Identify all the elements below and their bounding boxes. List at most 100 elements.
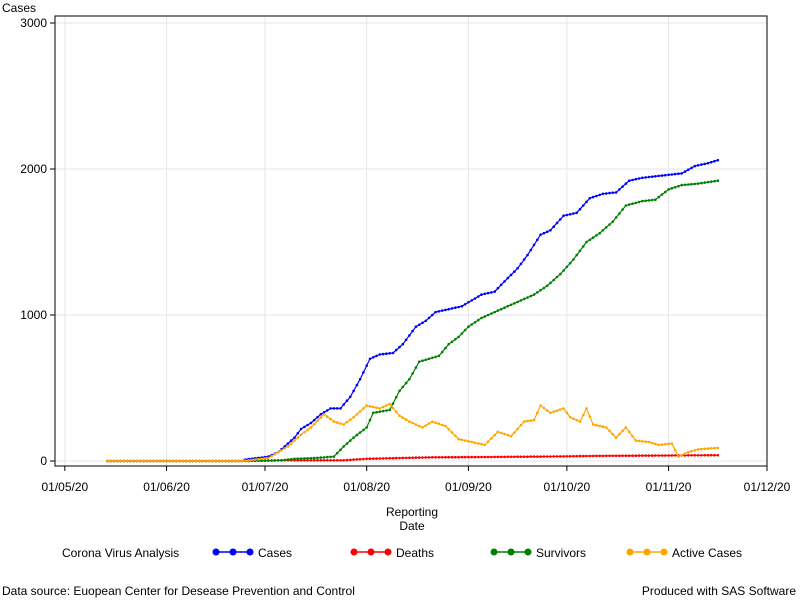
series-marker (329, 417, 332, 421)
series-marker (687, 168, 690, 171)
series-marker (549, 411, 552, 415)
series-marker (109, 459, 113, 463)
series-marker (303, 459, 306, 462)
series-marker (480, 455, 483, 459)
series-marker (637, 439, 641, 443)
series-marker (598, 193, 601, 197)
series-marker (664, 173, 667, 177)
series-marker (693, 454, 697, 457)
series-marker (673, 448, 677, 452)
series-marker (503, 280, 506, 283)
series-marker (148, 459, 152, 463)
series-marker (319, 459, 323, 462)
y-tick-label: 3000 (20, 16, 47, 30)
series-marker (624, 454, 628, 458)
series-marker (270, 454, 273, 458)
series-marker (709, 453, 713, 457)
series-marker (132, 459, 135, 463)
series-marker (637, 454, 641, 457)
series-marker (516, 427, 519, 431)
series-marker (703, 453, 706, 457)
series-marker (214, 459, 218, 463)
series-marker (450, 307, 454, 310)
series-marker (207, 459, 211, 463)
series-marker (404, 418, 408, 421)
series-marker (431, 456, 434, 459)
series-marker (375, 410, 378, 414)
series-marker (335, 421, 339, 424)
series-marker (335, 407, 339, 410)
series-marker (175, 459, 178, 463)
series-marker (404, 381, 408, 385)
series-marker (647, 440, 651, 444)
series-marker (673, 454, 677, 457)
series-marker (677, 172, 680, 175)
series-marker (631, 178, 634, 182)
series-marker (716, 446, 720, 450)
series-marker (326, 455, 329, 459)
series-marker (401, 342, 405, 346)
series-line (107, 180, 718, 462)
series-marker (417, 360, 421, 364)
series-marker (657, 174, 660, 178)
series-marker (493, 290, 497, 293)
series-marker (427, 456, 431, 459)
series-marker (591, 195, 595, 199)
series-marker (542, 231, 546, 235)
series-marker (260, 457, 264, 461)
series-marker (486, 440, 490, 444)
series-marker (312, 422, 316, 426)
series-marker (529, 248, 533, 252)
x-tick-label: 01/08/20 (343, 480, 390, 494)
series-marker (184, 459, 188, 463)
series-marker (601, 425, 605, 429)
series-marker (559, 408, 562, 411)
series-marker (562, 214, 565, 217)
series-marker (440, 423, 444, 427)
series-marker (575, 253, 578, 257)
series-marker (417, 456, 421, 459)
series-marker (345, 442, 349, 445)
series-marker (536, 411, 539, 415)
series-marker (496, 455, 500, 459)
series-marker (618, 212, 621, 215)
series-marker (352, 458, 355, 461)
series-marker (417, 424, 421, 428)
series-marker (257, 457, 260, 461)
series-marker (358, 410, 362, 413)
series-marker (519, 299, 523, 302)
series-marker (647, 175, 651, 179)
series-marker (542, 455, 546, 458)
series-marker (329, 407, 332, 410)
series-marker (388, 456, 392, 460)
series-marker (388, 352, 392, 355)
series-marker (467, 455, 470, 459)
series-marker (696, 454, 700, 457)
series-marker (559, 455, 562, 458)
series-line (107, 403, 718, 462)
series-marker (335, 451, 339, 455)
legend-swatch-marker (660, 548, 668, 556)
series-marker (516, 267, 519, 270)
series-marker (470, 455, 474, 459)
series-marker (437, 310, 441, 313)
series-marker (641, 454, 644, 457)
series-marker (637, 200, 641, 204)
series-marker (437, 354, 441, 358)
series-marker (673, 172, 677, 176)
series-marker (687, 450, 690, 454)
series-marker (585, 240, 588, 244)
series-marker (496, 286, 500, 290)
series-marker (506, 304, 510, 308)
series-marker (339, 459, 342, 462)
legend-items: Cases Deaths Survivors Active Cases (212, 546, 742, 560)
series-marker (270, 459, 273, 462)
series-marker (650, 454, 654, 457)
series-marker (562, 407, 565, 410)
series-marker (670, 173, 674, 176)
series-marker (467, 440, 470, 443)
series-marker (542, 286, 546, 290)
series-marker (499, 431, 503, 435)
series-marker (604, 192, 608, 195)
x-tick-label: 01/07/20 (242, 480, 289, 494)
